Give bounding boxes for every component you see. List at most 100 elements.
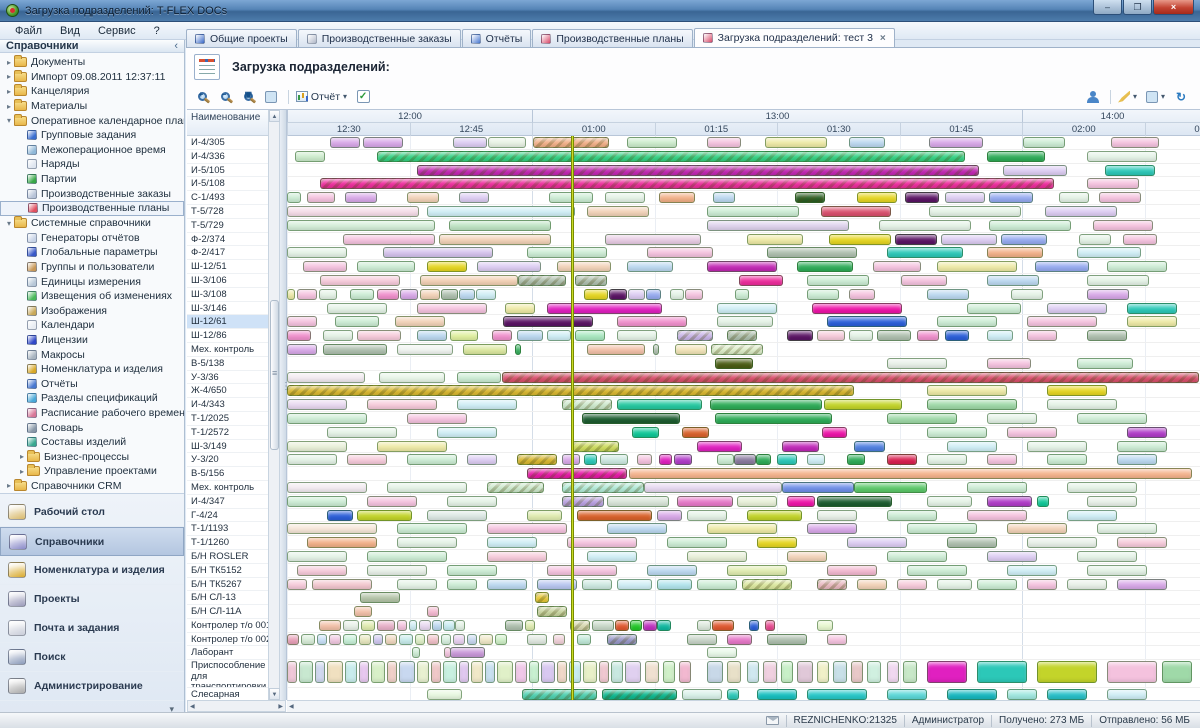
gantt-bar[interactable]: [637, 454, 652, 466]
row-label[interactable]: В-5/156: [187, 467, 268, 481]
gantt-bar[interactable]: [587, 343, 645, 355]
gantt-bar[interactable]: [541, 661, 555, 684]
gantt-bar[interactable]: [717, 302, 777, 314]
gantt-bar[interactable]: [927, 426, 987, 438]
gantt-bar[interactable]: [682, 688, 722, 700]
chevron-collapsed-icon[interactable]: ▸: [19, 452, 24, 462]
tree-item[interactable]: Партии: [0, 172, 184, 187]
row-label[interactable]: Приспособление для транспортировки: [187, 660, 268, 688]
chevron-expanded-icon[interactable]: ▾: [6, 116, 11, 126]
gantt-bar[interactable]: [562, 399, 612, 411]
gantt-bar[interactable]: [537, 578, 577, 590]
gantt-bar[interactable]: [989, 219, 1071, 231]
row-label[interactable]: Лаборант: [187, 646, 268, 661]
gantt-bar[interactable]: [1047, 385, 1107, 397]
gantt-bar[interactable]: [287, 385, 854, 397]
gantt-bar[interactable]: [327, 426, 397, 438]
gantt-bar[interactable]: [522, 688, 597, 700]
gantt-bar[interactable]: [827, 633, 847, 645]
tree-item[interactable]: Группы и пользователи: [0, 260, 184, 275]
close-button[interactable]: ×: [1153, 0, 1194, 15]
tab-reports[interactable]: Отчёты: [461, 29, 532, 47]
gantt-bar[interactable]: [1097, 523, 1157, 535]
gantt-bar[interactable]: [1059, 192, 1089, 204]
gantt-bar[interactable]: [887, 509, 937, 521]
gantt-bar[interactable]: [675, 343, 707, 355]
gantt-bar[interactable]: [854, 481, 927, 493]
gantt-bar[interactable]: [947, 688, 997, 700]
minimize-button[interactable]: –: [1093, 0, 1122, 15]
row-label[interactable]: Б/Н СЛ-11А: [187, 605, 268, 619]
gantt-bar[interactable]: [535, 592, 549, 604]
gantt-bar[interactable]: [653, 343, 659, 355]
gantt-bar[interactable]: [347, 454, 387, 466]
gantt-bar[interactable]: [397, 619, 407, 631]
gantt-bar[interactable]: [812, 302, 902, 314]
gantt-bar[interactable]: [821, 205, 891, 217]
gantt-bar[interactable]: [827, 564, 877, 576]
gantt-bar[interactable]: [710, 399, 822, 411]
view-dropdown[interactable]: ▾: [1143, 88, 1168, 106]
gantt-bar[interactable]: [301, 633, 315, 645]
gantt-bar[interactable]: [927, 288, 969, 300]
gantt-bar[interactable]: [379, 371, 445, 383]
gantt-bar[interactable]: [437, 426, 497, 438]
gantt-bar[interactable]: [927, 399, 1017, 411]
gantt-bar[interactable]: [905, 192, 939, 204]
gantt-bar[interactable]: [1127, 316, 1177, 328]
row-label[interactable]: Б/Н ТК5152: [187, 564, 268, 578]
gantt-bar[interactable]: [495, 633, 507, 645]
gantt-bar[interactable]: [1035, 261, 1089, 273]
gantt-bar[interactable]: [713, 192, 735, 204]
gantt-bar[interactable]: [929, 205, 1021, 217]
gantt-bar[interactable]: [287, 343, 317, 355]
gantt-bar[interactable]: [795, 192, 825, 204]
tree-item[interactable]: ▸ Управление проектами: [0, 464, 184, 479]
gantt-bar[interactable]: [599, 661, 609, 684]
gantt-bar[interactable]: [587, 550, 637, 562]
gantt-bar[interactable]: [427, 688, 462, 700]
gantt-bar[interactable]: [387, 661, 397, 684]
gantt-bar[interactable]: [407, 412, 467, 424]
gantt-bar[interactable]: [1107, 661, 1157, 684]
gantt-bar[interactable]: [357, 330, 401, 342]
gantt-bar[interactable]: [587, 205, 649, 217]
gantt-bar[interactable]: [927, 385, 1007, 397]
gantt-bar[interactable]: [323, 343, 387, 355]
gantt-bar[interactable]: [287, 399, 347, 411]
gantt-bar[interactable]: [517, 330, 543, 342]
gantt-bar[interactable]: [488, 137, 526, 148]
gantt-bar[interactable]: [492, 330, 512, 342]
gantt-bar[interactable]: [607, 633, 637, 645]
gantt-bar[interactable]: [400, 288, 418, 300]
gantt-bar[interactable]: [630, 619, 642, 631]
gantt-bar[interactable]: [1127, 302, 1177, 314]
gantt-bar[interactable]: [583, 661, 597, 684]
gantt-bar[interactable]: [330, 137, 360, 148]
tree-item[interactable]: Наряды: [0, 157, 184, 172]
gantt-bar[interactable]: [629, 468, 1192, 480]
gantt-bar[interactable]: [877, 330, 911, 342]
gantt-bar[interactable]: [644, 481, 782, 493]
gantt-bar[interactable]: [602, 688, 677, 700]
refresh-button[interactable]: ↻: [1175, 89, 1187, 104]
row-label[interactable]: Мех. контроль: [187, 481, 268, 495]
gantt-bar[interactable]: [715, 357, 753, 369]
gantt-bar[interactable]: [854, 440, 885, 452]
gantt-bar[interactable]: [747, 233, 803, 245]
gantt-bar[interactable]: [547, 564, 617, 576]
names-horizontal-scrollbar[interactable]: ◀ ▶: [187, 700, 286, 712]
gantt-bar[interactable]: [807, 274, 869, 286]
gantt-bar[interactable]: [319, 288, 337, 300]
row-label[interactable]: Ж-4/650: [187, 384, 268, 399]
gantt-bar[interactable]: [1047, 399, 1117, 411]
gantt-bar[interactable]: [395, 316, 445, 328]
tab-production-plans[interactable]: Производственные планы: [532, 29, 693, 47]
tree-item[interactable]: Составы изделий: [0, 435, 184, 450]
gantt-bar[interactable]: [945, 330, 969, 342]
gantt-bar[interactable]: [1162, 661, 1192, 684]
gantt-bar[interactable]: [515, 661, 527, 684]
gantt-bar[interactable]: [357, 509, 412, 521]
gantt-bar[interactable]: [907, 523, 977, 535]
user-settings-button[interactable]: [1083, 88, 1103, 106]
